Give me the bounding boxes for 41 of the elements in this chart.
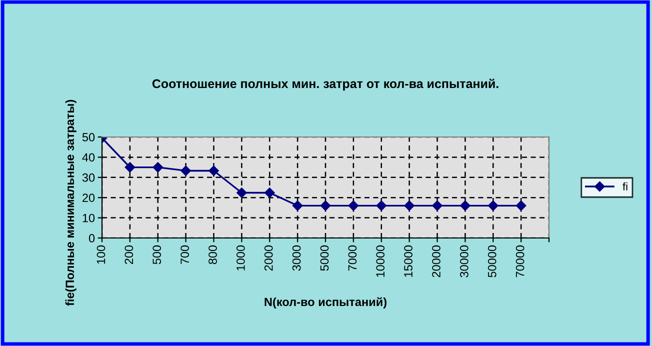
x-tick-label: 200 [124, 245, 134, 264]
x-tick-label: 20000 [432, 245, 440, 278]
point [432, 200, 442, 211]
x-tick-label: 50000 [488, 245, 496, 278]
point [264, 188, 275, 198]
x-tick-label: 2000 [264, 245, 273, 271]
x-tick-label: 500 [152, 245, 162, 264]
x-tick-label: 70000 [516, 245, 524, 278]
point [320, 200, 331, 211]
x-tick-label: 5000 [320, 245, 329, 271]
point [236, 188, 247, 198]
point [516, 200, 526, 211]
x-tick-label: 1000 [236, 245, 245, 270]
x-tick-label: 700 [180, 245, 189, 264]
point [292, 200, 303, 211]
point [376, 200, 386, 211]
x-tick-label: 15000 [404, 245, 412, 277]
y-tick-label: 50 [82, 133, 95, 142]
y-axis-title: fie(Полные минимальные затраты) [65, 100, 76, 306]
x-tick-label: 800 [208, 245, 217, 264]
point [124, 162, 136, 172]
y-tick-label: 0 [88, 234, 95, 242]
y-tick-label: 40 [82, 153, 95, 162]
x-tick-label: 7000 [348, 245, 357, 271]
x-tick-label: 100 [96, 245, 106, 264]
point [488, 200, 498, 211]
x-tick-label: 10000 [376, 245, 385, 277]
point [208, 166, 219, 176]
y-tick-label: 30 [82, 173, 95, 182]
chart-title: Соотношение полных мин. затрат от кол-ва испытаний. [152, 78, 498, 91]
point [180, 166, 191, 176]
legend-label: fi [622, 182, 628, 190]
point [348, 200, 359, 211]
point [404, 200, 414, 211]
point [152, 162, 163, 172]
point [460, 200, 470, 211]
x-axis-title: N(кол-во испытаний) [264, 297, 386, 308]
x-tick-label: 3000 [292, 245, 301, 271]
y-tick-label: 10 [82, 214, 95, 222]
y-tick-label: 20 [82, 194, 95, 202]
x-tick-label: 30000 [460, 245, 468, 278]
